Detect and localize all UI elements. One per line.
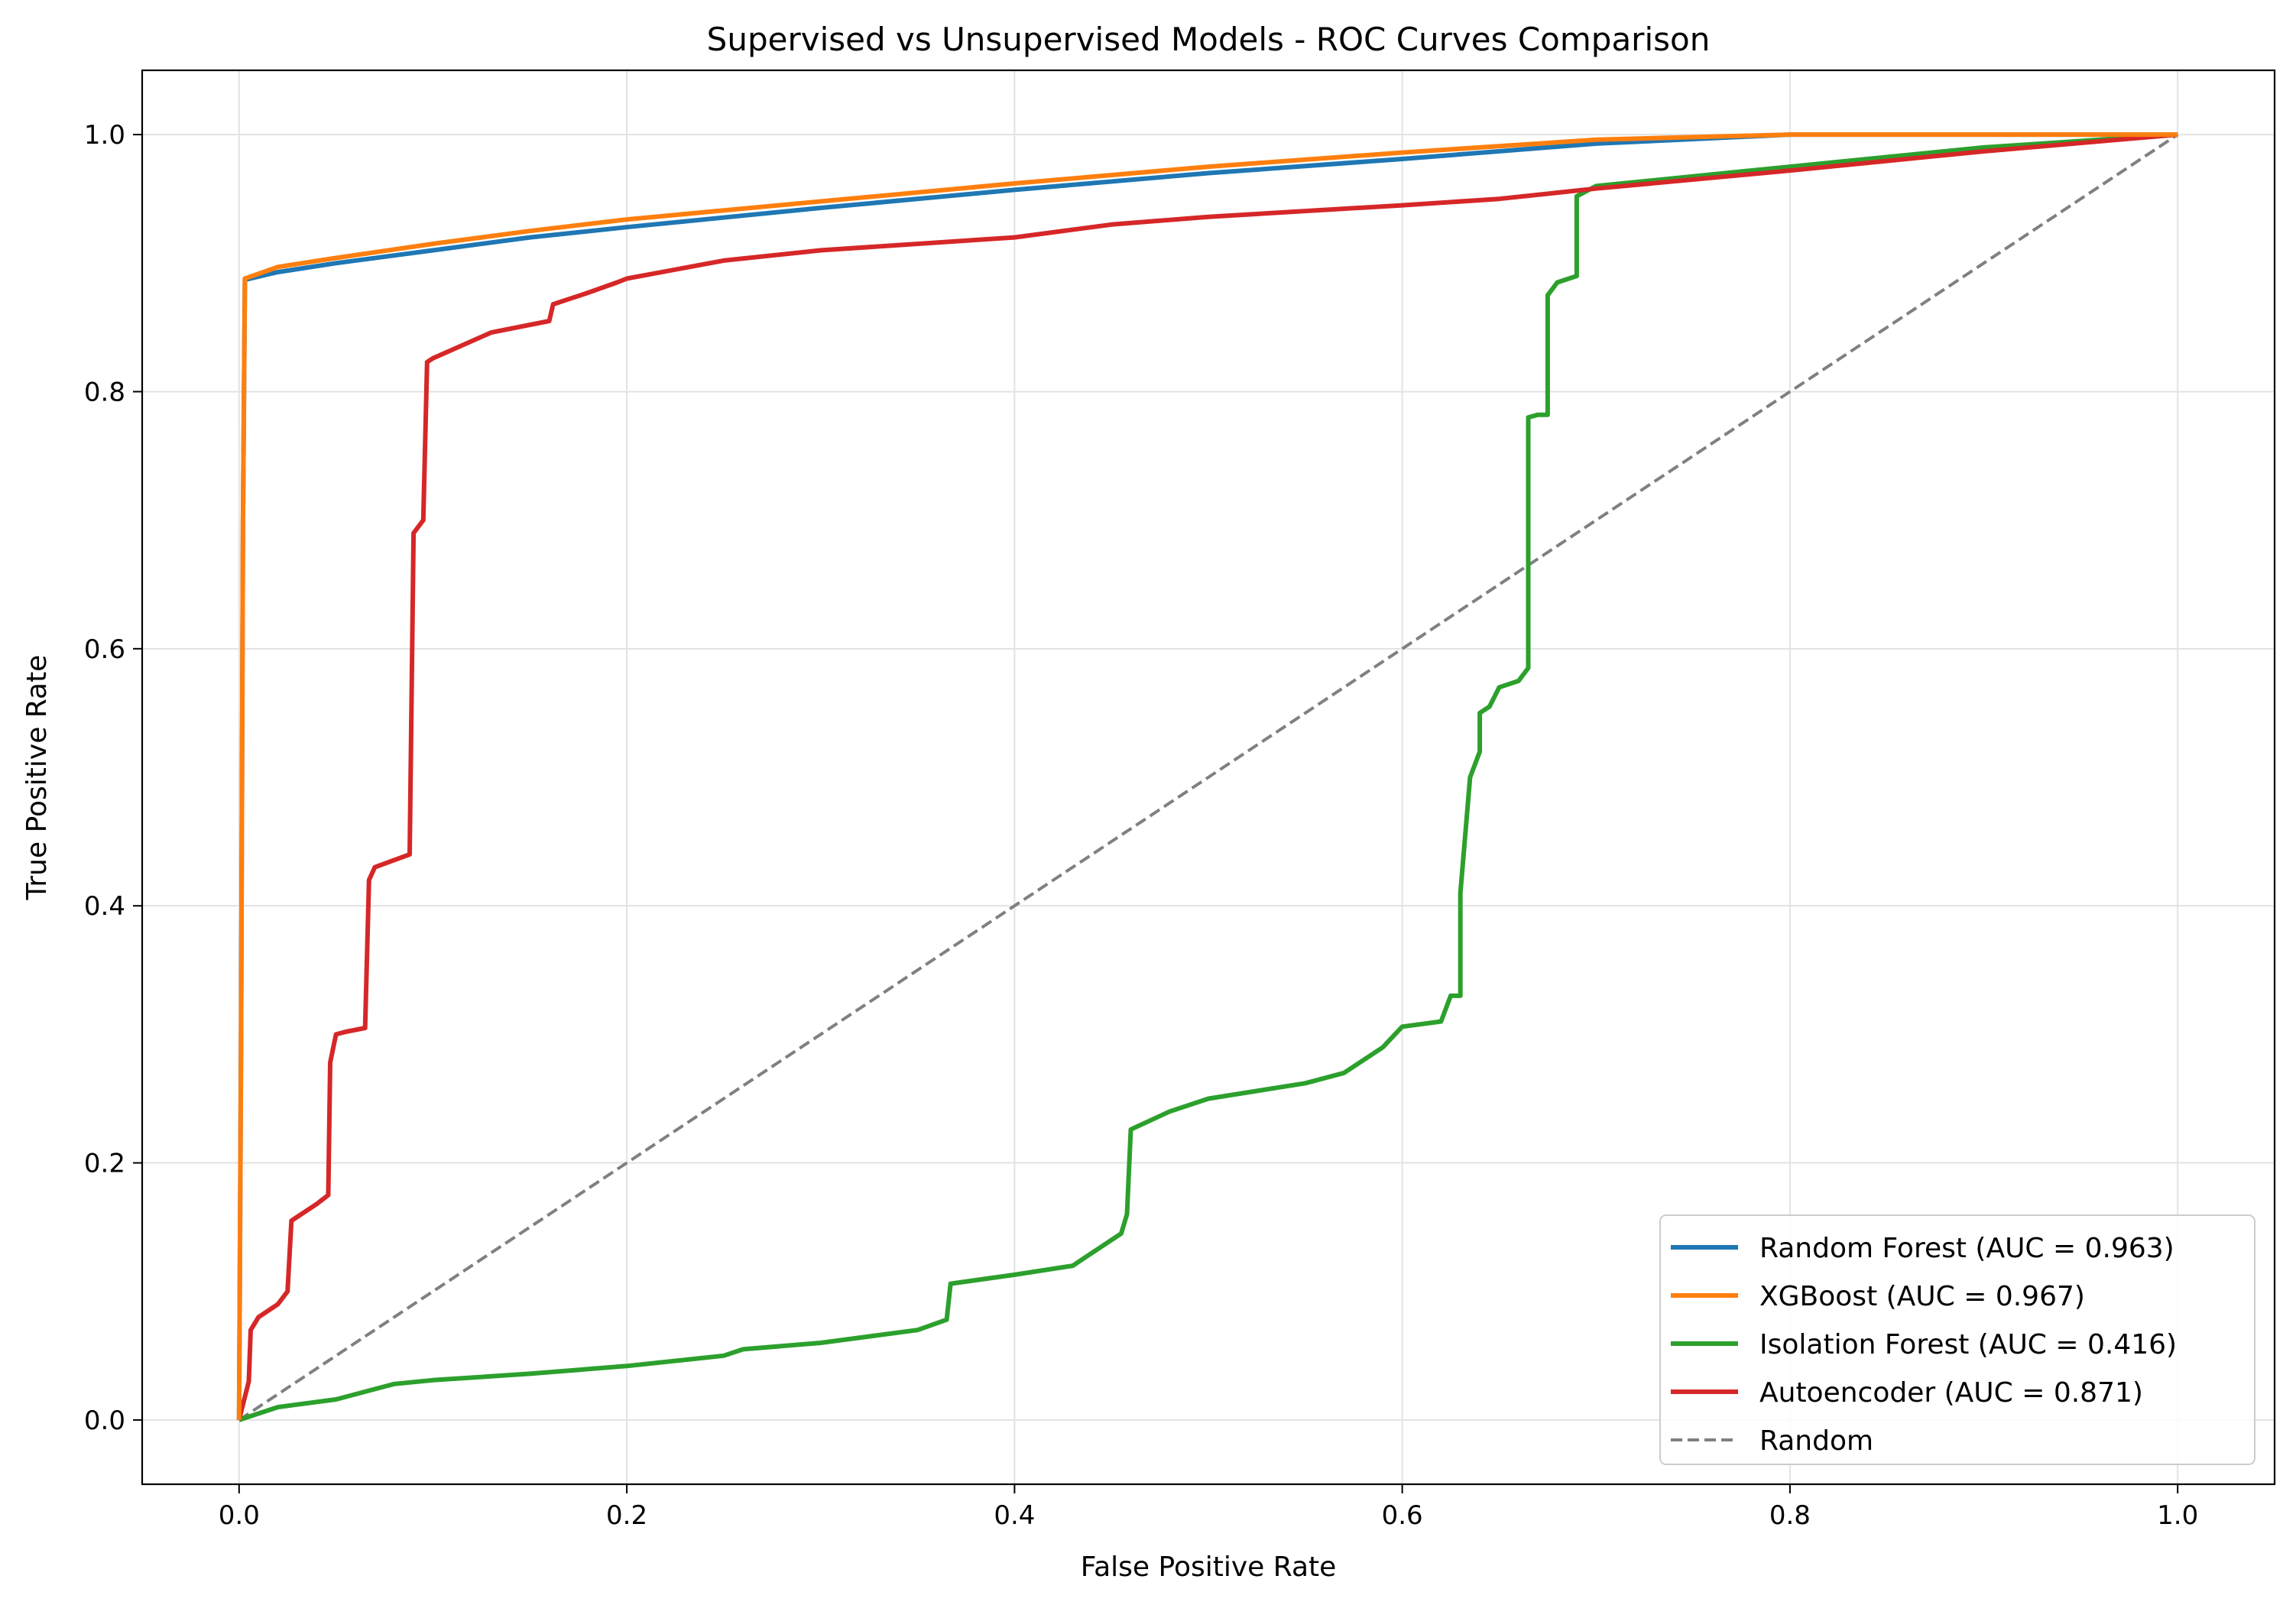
legend-label: XGBoost (AUC = 0.967) <box>1759 1281 2085 1312</box>
x-axis-label: False Positive Rate <box>1081 1552 1337 1583</box>
y-axis-label: True Positive Rate <box>21 655 53 901</box>
y-tick-label: 1.0 <box>84 120 125 151</box>
x-tick-label: 0.4 <box>994 1500 1035 1531</box>
y-tick-label: 0.8 <box>84 377 125 407</box>
y-tick-label: 0.6 <box>84 634 125 665</box>
grid <box>142 70 2275 1484</box>
legend-label: Random Forest (AUC = 0.963) <box>1759 1233 2174 1264</box>
y-tick-label: 0.0 <box>84 1406 125 1436</box>
legend-label: Isolation Forest (AUC = 0.416) <box>1759 1329 2177 1360</box>
y-tick-label: 0.4 <box>84 891 125 922</box>
axis-ticks: 0.0 0.2 0.4 0.6 0.8 1.0 0.0 0.2 0.4 0.6 0.8 1.0 <box>84 120 2198 1531</box>
series-line-2 <box>238 132 2178 1422</box>
legend-box <box>1659 1214 2255 1465</box>
plot-frame <box>141 69 2276 1486</box>
x-tick-label: 0.0 <box>219 1500 260 1531</box>
legend: Random Forest (AUC = 0.963) XGBoost (AUC … <box>1659 1214 2255 1465</box>
x-tick-label: 0.6 <box>1382 1500 1423 1531</box>
series-line-3 <box>236 132 2178 1421</box>
x-tick-label: 1.0 <box>2157 1500 2198 1531</box>
x-tick-label: 0.8 <box>1769 1500 1811 1531</box>
legend-label: Random <box>1759 1425 1873 1457</box>
series-line-1 <box>236 132 2178 1420</box>
y-tick-label: 0.2 <box>84 1149 125 1179</box>
chart-title: Supervised vs Unsupervised Models - ROC … <box>707 21 1711 58</box>
x-tick-label: 0.2 <box>606 1500 647 1531</box>
series-line-4 <box>238 133 2179 1422</box>
series-lines <box>236 132 2179 1422</box>
legend-label: Autoencoder (AUC = 0.871) <box>1759 1377 2143 1409</box>
